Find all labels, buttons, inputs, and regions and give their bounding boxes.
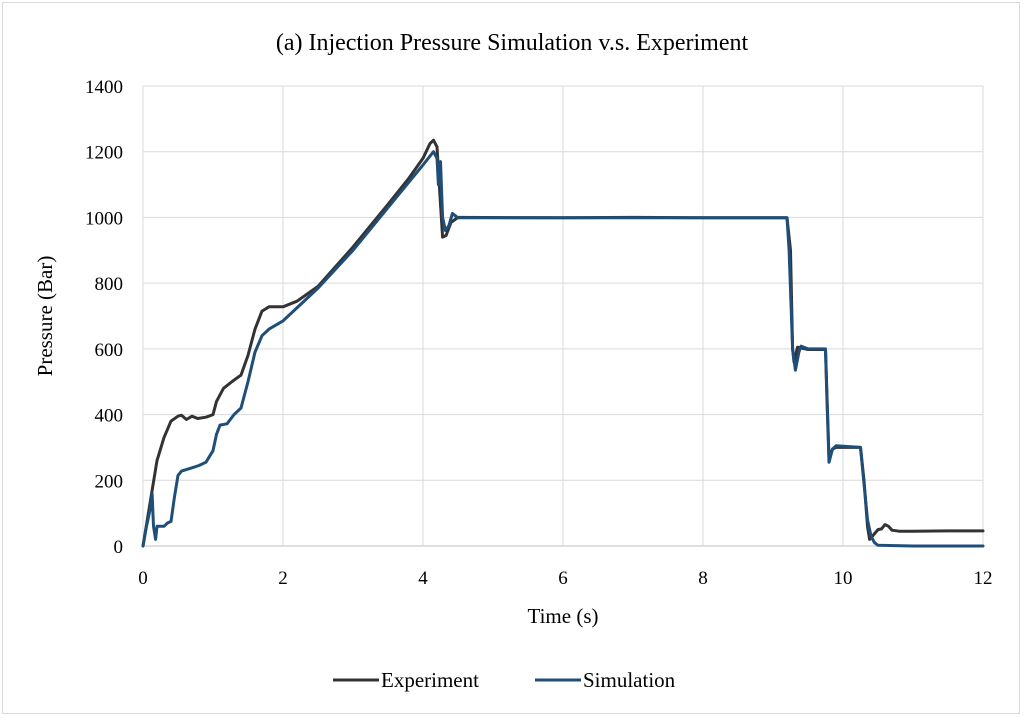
tick-layer: 0 200 400 600 800 1000 1200 1400 0 2 4 6 8 10 12 [85,77,993,589]
x-tick-label: 12 [974,568,993,589]
series-line-simulation [141,150,985,548]
x-tick-label: 0 [138,568,148,589]
y-tick-label: 600 [95,340,124,361]
x-tick-label: 10 [834,568,853,589]
series-line-experiment [141,138,985,548]
legend: Experiment Simulation [333,668,676,692]
y-tick-label: 0 [114,537,124,558]
y-tick-label: 400 [95,406,124,427]
chart-title: (a) Injection Pressure Simulation v.s. E… [276,30,749,56]
y-tick-label: 1400 [85,77,123,98]
x-tick-label: 6 [558,568,568,589]
y-axis-label: Pressure (Bar) [33,256,57,377]
y-tick-label: 200 [95,471,124,492]
legend-label-experiment: Experiment [381,668,479,692]
x-tick-label: 4 [418,568,428,589]
x-axis-label: Time (s) [528,604,599,628]
y-tick-label: 800 [95,274,124,295]
y-tick-label: 1000 [85,208,123,229]
series-layer [141,138,985,548]
x-tick-label: 2 [278,568,288,589]
x-tick-label: 8 [698,568,708,589]
y-tick-label: 1200 [85,143,123,164]
grid-layer [142,85,984,547]
legend-label-simulation: Simulation [583,668,676,692]
